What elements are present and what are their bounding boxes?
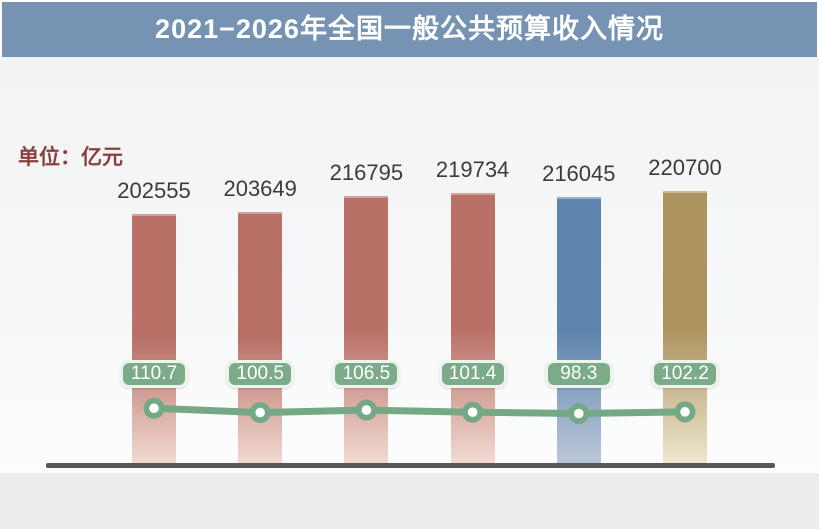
unit-label: 单位：亿元: [18, 146, 123, 169]
growth-percent-badge: 106.5: [332, 360, 401, 388]
growth-percent-badge: 98.3: [544, 360, 613, 388]
legend-bar: 决算数 执行数 预算数 为上年的%: [0, 473, 819, 529]
bar-value-label: 219734: [435, 157, 510, 182]
badge-layer: 110.7 100.5 106.5 101.4 98.3 102.2: [0, 57, 819, 529]
growth-percent-badge: 110.7: [120, 360, 188, 388]
bar-value-label: 216795: [329, 160, 404, 185]
bar-value-label: 202555: [117, 178, 191, 203]
page-title: 2021−2026年全国一般公共预算收入情况: [2, 2, 817, 57]
bar-value-label: 203649: [223, 176, 297, 201]
bar-2021年: [132, 214, 176, 465]
bar-value-label: 220700: [648, 155, 722, 180]
growth-percent-badge: 101.4: [438, 360, 507, 388]
bar-value-label: 216045: [542, 161, 616, 186]
growth-percent-badge: 100.5: [226, 360, 295, 388]
chart-area: 单位：亿元 2025552021年2036492022年2167952023年2…: [0, 57, 819, 504]
growth-percent-badge: 102.2: [651, 360, 719, 388]
x-axis-line: [46, 463, 775, 468]
